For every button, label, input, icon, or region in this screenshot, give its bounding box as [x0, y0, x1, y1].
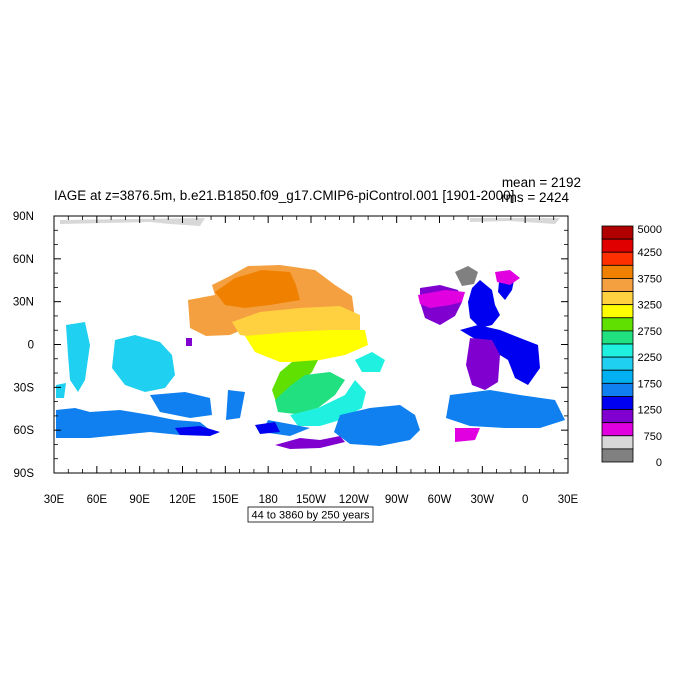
colorbar-box — [601, 356, 634, 371]
colorbar-label: 0 — [656, 457, 662, 469]
x-tick-label: 90E — [129, 494, 150, 506]
colorbar-box — [601, 291, 634, 306]
colorbar-labels: 5000 4250 3750 3250 2750 2250 1750 1250 750 0 — [638, 224, 662, 469]
region-arctic-land — [60, 218, 560, 226]
region-south-pacific-deep — [275, 372, 345, 414]
colorbar-label: 1750 — [638, 378, 662, 390]
x-tick-label: 0 — [522, 494, 528, 506]
colorbar-box — [601, 330, 634, 345]
colorbar-box — [601, 251, 634, 266]
colorbar-box — [601, 278, 634, 292]
colorbar-box — [601, 225, 634, 240]
x-tick-label: 120W — [339, 494, 369, 506]
colorbar-box — [601, 369, 634, 384]
y-tick-label: 90N — [13, 211, 34, 223]
colorbar-box — [601, 343, 634, 358]
colorbar-label: 2750 — [638, 326, 662, 338]
x-tick-label: 30E — [44, 494, 65, 506]
chart-title: IAGE at z=3876.5m, b.e21.B1850.f09_g17.C… — [54, 188, 514, 203]
colorbar-label: 4250 — [638, 247, 662, 259]
colorbar — [601, 225, 634, 463]
colorbar-label: 5000 — [638, 224, 662, 236]
region-south-pacific — [272, 360, 318, 402]
ocean-regions — [56, 218, 565, 449]
rms-label: rms = 2424 — [501, 190, 569, 205]
region-southeast-pacific — [290, 352, 385, 426]
x-tick-label: 30W — [471, 494, 495, 506]
region-north-pacific-core — [215, 270, 300, 308]
x-tick-label: 60W — [428, 494, 452, 506]
x-axis-labels: 30E 60E 90E 120E 150E 180 150W 120W 90W 60W 30W 0 30… — [44, 494, 579, 506]
y-tick-label: 30S — [14, 382, 35, 394]
range-note-box — [247, 506, 374, 523]
region-nordic-seas — [455, 266, 478, 286]
colorbar-box — [601, 238, 634, 253]
colorbar-label: 750 — [644, 431, 662, 443]
region-equatorial-pacific — [232, 306, 360, 338]
y-tick-label: 60N — [13, 254, 34, 266]
axis-ticks — [53, 215, 569, 474]
colorbar-box — [601, 396, 634, 410]
colorbar-box — [601, 435, 634, 450]
colorbar-box — [601, 317, 634, 332]
colorbar-box — [601, 382, 634, 397]
x-tick-label: 90W — [385, 494, 409, 506]
colorbar-label: 1250 — [638, 405, 662, 417]
x-tick-label: 120E — [169, 494, 196, 506]
region-north-atlantic — [468, 272, 515, 328]
region-antarctic-shelf — [275, 436, 345, 449]
x-tick-label: 180 — [259, 494, 278, 506]
colorbar-box — [601, 448, 634, 463]
colorbar-label: 2250 — [638, 352, 662, 364]
colorbar-box — [601, 409, 634, 424]
colorbar-box — [601, 304, 634, 319]
colorbar-label: 3250 — [638, 300, 662, 312]
region-indian-ocean — [56, 322, 175, 398]
map-area — [53, 215, 569, 474]
x-tick-label: 150E — [212, 494, 239, 506]
region-tropical-pacific — [245, 330, 368, 362]
colorbar-box — [601, 264, 634, 279]
y-axis-labels: 90N 60N 30N 0 30S 60S 90S — [13, 211, 34, 480]
x-tick-label: 60E — [87, 494, 108, 506]
colorbar-label: 3750 — [638, 273, 662, 285]
y-tick-label: 0 — [28, 340, 34, 352]
y-tick-label: 60S — [14, 425, 35, 437]
mean-label: mean = 2192 — [502, 175, 581, 190]
y-tick-label: 90S — [14, 468, 35, 480]
colorbar-box — [601, 422, 634, 437]
y-tick-label: 30N — [13, 297, 34, 309]
x-tick-label: 150W — [296, 494, 326, 506]
range-note: 44 to 3860 by 250 years — [251, 510, 370, 522]
x-tick-label: 30E — [558, 494, 579, 506]
region-south-atlantic — [175, 325, 540, 436]
